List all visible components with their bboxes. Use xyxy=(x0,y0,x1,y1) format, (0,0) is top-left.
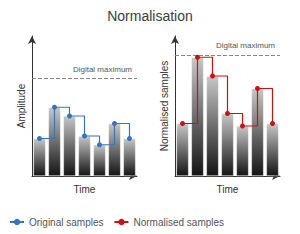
svg-text:Time: Time xyxy=(217,184,239,195)
svg-text:Normalised samples: Normalised samples xyxy=(133,217,224,228)
svg-text:Time: Time xyxy=(74,184,96,195)
svg-text:Normalised samples: Normalised samples xyxy=(159,61,170,152)
svg-text:Original samples: Original samples xyxy=(29,217,103,228)
svg-text:Digital maximum: Digital maximum xyxy=(73,65,132,74)
svg-text:Amplitude: Amplitude xyxy=(16,83,27,128)
svg-text:Digital maximum: Digital maximum xyxy=(216,41,275,50)
svg-text:Normalisation: Normalisation xyxy=(107,8,193,24)
